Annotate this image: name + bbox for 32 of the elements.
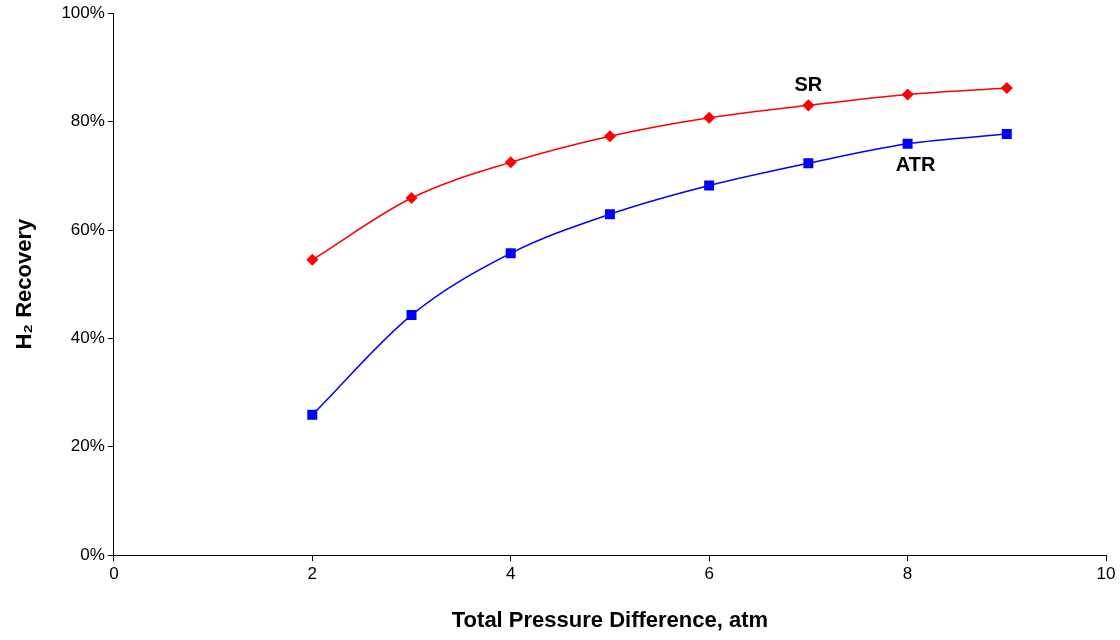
point <box>803 158 814 169</box>
point <box>802 99 815 112</box>
y-tick-label: 20% <box>70 436 105 456</box>
y-tick-label: 60% <box>70 219 105 239</box>
y-axis-title: H₂ Recovery <box>11 218 37 350</box>
x-tick-label: 8 <box>902 564 913 584</box>
point <box>704 180 715 191</box>
point <box>902 138 913 149</box>
y-tick-label: 100% <box>61 2 105 22</box>
x-axis-title: Total Pressure Difference, atm <box>451 606 769 632</box>
x-tick-label: 6 <box>704 564 714 584</box>
x-tick-label: 2 <box>307 564 318 584</box>
point <box>1001 82 1013 94</box>
point <box>604 130 616 142</box>
point <box>901 88 914 101</box>
point <box>604 209 615 220</box>
y-tick-label: 0% <box>80 544 105 564</box>
x-tick-label: 10 <box>1096 564 1116 584</box>
series-label: ATR <box>895 153 936 176</box>
point <box>306 254 319 266</box>
point <box>406 310 417 321</box>
y-tick-label: 80% <box>70 111 105 131</box>
point <box>405 192 418 204</box>
series-label: SR <box>794 72 823 95</box>
y-tick-label: 40% <box>70 328 105 348</box>
point <box>703 112 715 124</box>
point <box>505 248 516 259</box>
x-tick-label: 4 <box>505 564 516 584</box>
point <box>504 156 517 168</box>
point <box>307 409 318 420</box>
point <box>1001 129 1012 140</box>
x-tick-label: 0 <box>109 564 119 584</box>
